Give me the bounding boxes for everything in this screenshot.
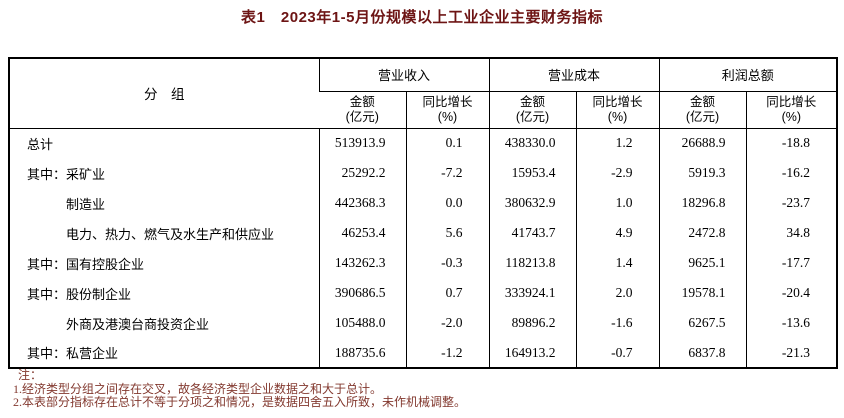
table-header: 分 组 营业收入 营业成本 利润总额 金额 (亿元) 同比增长 (%) 金额 (… [9,58,838,129]
amount-cell: 41743.7 [488,218,577,248]
growth-cell: -20.4 [745,278,838,308]
table-row: 其中：股份制企业 390686.5 0.7 333924.1 2.0 19578.1 -20… [9,278,838,308]
table-row: 总计 513913.9 0.1 438330.0 1.2 26688.9 -18.8 [9,128,838,158]
row-label: 外商及港澳台商投资企业 [66,316,210,332]
footnotes: 注： 1.经济类型分组之间存在交叉，故各经济类型企业数据之和大于总计。 2.本表… [0,368,844,410]
footnote-item: 1.经济类型分组之间存在交叉，故各经济类型企业数据之和大于总计。 [13,381,383,396]
subheader-line: (%) [437,109,458,124]
growth-cell: -21.3 [745,338,838,368]
growth-cell: -16.2 [745,158,838,188]
growth-cell: 1.0 [575,188,660,218]
row-label: 其中：采矿业 [27,166,106,182]
subheader-line: (%) [607,109,628,124]
page-title: 表1 2023年1-5月份规模以上工业企业主要财务指标 [241,9,603,26]
amount-cell: 164913.2 [488,338,577,368]
amount-cell: 9625.1 [658,248,747,278]
amount-cell: 105488.0 [318,308,406,338]
column-header-operating-cost: 营业成本 [488,58,660,92]
subheader-line: 金额 [349,94,375,109]
column-header-total-profit: 利润总额 [658,58,838,92]
subheader-line: (亿元) [515,109,550,124]
row-label: 其中：股份制企业 [27,286,132,302]
subheader-line: (亿元) [685,109,720,124]
table-row: 制造业 442368.3 0.0 380632.9 1.0 18296.8 -23.7 [9,188,838,218]
growth-cell: -1.2 [405,338,490,368]
amount-cell: 6267.5 [658,308,747,338]
growth-cell: -0.3 [405,248,490,278]
column-header-operating-revenue: 营业收入 [318,58,490,92]
amount-cell: 46253.4 [318,218,406,248]
growth-cell: 5.6 [405,218,490,248]
row-label: 其中：国有控股企业 [27,256,145,272]
subheader-cost-amount: 金额 (亿元) [488,91,577,129]
subheader-revenue-growth: 同比增长 (%) [405,91,490,129]
growth-cell: 0.1 [405,128,490,158]
subheader-revenue-amount: 金额 (亿元) [319,91,406,129]
growth-cell: -0.7 [575,338,660,368]
growth-cell: 1.2 [575,128,660,158]
growth-cell: -2.0 [405,308,490,338]
amount-cell: 89896.2 [488,308,577,338]
growth-cell: 34.8 [745,218,838,248]
amount-cell: 118213.8 [488,248,577,278]
amount-cell: 442368.3 [318,188,406,218]
growth-cell: -18.8 [745,128,838,158]
subheader-profit-growth: 同比增长 (%) [745,91,838,129]
amount-cell: 188735.6 [318,338,406,368]
growth-cell: -17.7 [745,248,838,278]
subheader-profit-amount: 金额 (亿元) [658,91,747,129]
amount-cell: 18296.8 [658,188,747,218]
subheader-cost-growth: 同比增长 (%) [575,91,660,129]
subheader-line: 金额 [690,94,716,109]
table-row: 其中：私营企业 188735.6 -1.2 164913.2 -0.7 6837.8 -21… [9,338,838,368]
amount-cell: 438330.0 [488,128,577,158]
footnotes-heading: 注： [18,368,43,382]
amount-cell: 333924.1 [488,278,577,308]
amount-cell: 26688.9 [658,128,747,158]
header-sub-row: 金额 (亿元) 同比增长 (%) 金额 (亿元) 同比增长 (%) 金额 (亿元… [9,91,838,129]
table-row: 电力、热力、燃气及水生产和供应业 46253.4 5.6 41743.7 4.9 2472… [9,218,838,248]
amount-cell: 380632.9 [488,188,577,218]
subheader-line: (%) [781,109,802,124]
growth-cell: -13.6 [745,308,838,338]
header-group-row: 分 组 营业收入 营业成本 利润总额 [9,58,838,129]
row-label: 电力、热力、燃气及水生产和供应业 [66,226,275,242]
subheader-line: 同比增长 [592,94,643,109]
amount-cell: 143262.3 [318,248,406,278]
amount-cell: 6837.8 [658,338,747,368]
table-row: 其中：采矿业 25292.2 -7.2 15953.4 -2.9 5919.3 -16.2 [9,158,838,188]
growth-cell: 0.0 [405,188,490,218]
subheader-line: 同比增长 [422,94,473,109]
growth-cell: 4.9 [575,218,660,248]
row-label: 制造业 [66,196,106,212]
amount-cell: 25292.2 [318,158,406,188]
amount-cell: 15953.4 [488,158,577,188]
amount-cell: 513913.9 [318,128,406,158]
amount-cell: 5919.3 [658,158,747,188]
growth-cell: 0.7 [405,278,490,308]
growth-cell: 1.4 [575,248,660,278]
table-row: 外商及港澳台商投资企业 105488.0 -2.0 89896.2 -1.6 6267.5… [9,308,838,338]
subheader-line: 金额 [520,94,546,109]
subheader-line: 同比增长 [766,94,817,109]
row-label: 其中：私营企业 [27,346,119,361]
growth-cell: -2.9 [575,158,660,188]
amount-cell: 19578.1 [658,278,747,308]
row-label: 总计 [27,136,54,152]
growth-cell: 2.0 [575,278,660,308]
financial-indicators-table: 分 组 营业收入 营业成本 利润总额 金额 (亿元) 同比增长 (%) 金额 (… [8,57,839,369]
growth-cell: -1.6 [575,308,660,338]
table-body: 总计 513913.9 0.1 438330.0 1.2 26688.9 -18.8 其中：采… [9,128,838,368]
subheader-line: (亿元) [345,109,379,124]
column-header-group: 分 组 [9,58,319,129]
growth-cell: -7.2 [405,158,490,188]
table-row: 其中：国有控股企业 143262.3 -0.3 118213.8 1.4 9625.1 -1… [9,248,838,278]
amount-cell: 390686.5 [318,278,406,308]
amount-cell: 2472.8 [658,218,747,248]
growth-cell: -23.7 [745,188,838,218]
footnote-item: 2.本表部分指标存在总计不等于分项之和情况，是数据四舍五入所致，未作机械调整。 [13,395,467,409]
